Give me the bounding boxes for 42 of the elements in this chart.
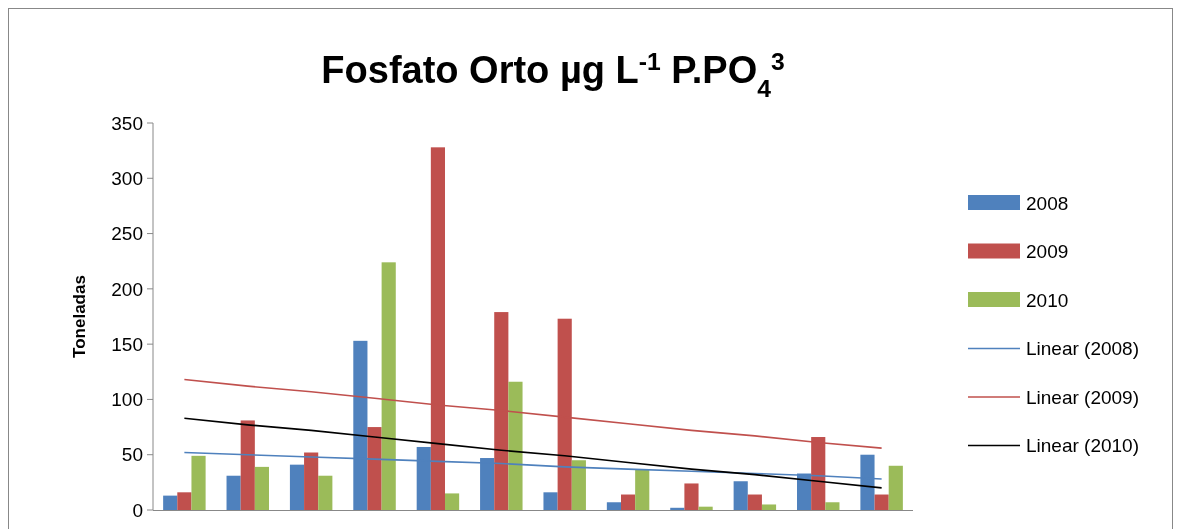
legend-label: 2010 — [1026, 289, 1069, 311]
y-tick-label: 150 — [111, 333, 143, 355]
bar — [304, 452, 319, 510]
y-tick-label: 300 — [111, 167, 143, 189]
bar — [621, 494, 636, 510]
bar — [635, 469, 650, 510]
bar — [606, 502, 621, 510]
bar — [177, 492, 192, 510]
bar — [226, 475, 241, 510]
bar — [163, 495, 178, 510]
legend-label: Linear (2010) — [1026, 435, 1140, 457]
y-tick-label: 100 — [111, 389, 143, 411]
bar — [761, 504, 777, 510]
bar — [670, 507, 685, 510]
y-tick-label: 200 — [111, 278, 143, 300]
bar — [508, 381, 523, 510]
bar — [571, 460, 586, 510]
legend-label: 2008 — [1026, 192, 1069, 214]
bar — [747, 494, 762, 510]
bar — [191, 455, 206, 510]
y-tick-label: 50 — [121, 444, 143, 466]
bar — [318, 475, 333, 510]
legend-label: Linear (2009) — [1026, 386, 1140, 408]
bar — [543, 492, 558, 510]
legend-label: 2009 — [1026, 241, 1069, 263]
bar — [367, 427, 382, 510]
y-axis-title: Toneladas — [70, 275, 89, 358]
y-tick-label: 0 — [132, 499, 143, 521]
bar — [874, 494, 889, 510]
bar — [240, 420, 255, 510]
bar — [888, 465, 903, 510]
y-tick-label: 250 — [111, 223, 143, 245]
bar — [733, 481, 748, 510]
bar — [254, 466, 269, 510]
bar — [825, 502, 840, 510]
legend-label: Linear (2008) — [1026, 338, 1140, 360]
bar — [445, 493, 460, 510]
bar — [381, 262, 396, 510]
bar — [289, 464, 305, 510]
y-tick-label: 350 — [111, 112, 143, 134]
bar — [684, 483, 699, 510]
line-series — [183, 417, 883, 489]
